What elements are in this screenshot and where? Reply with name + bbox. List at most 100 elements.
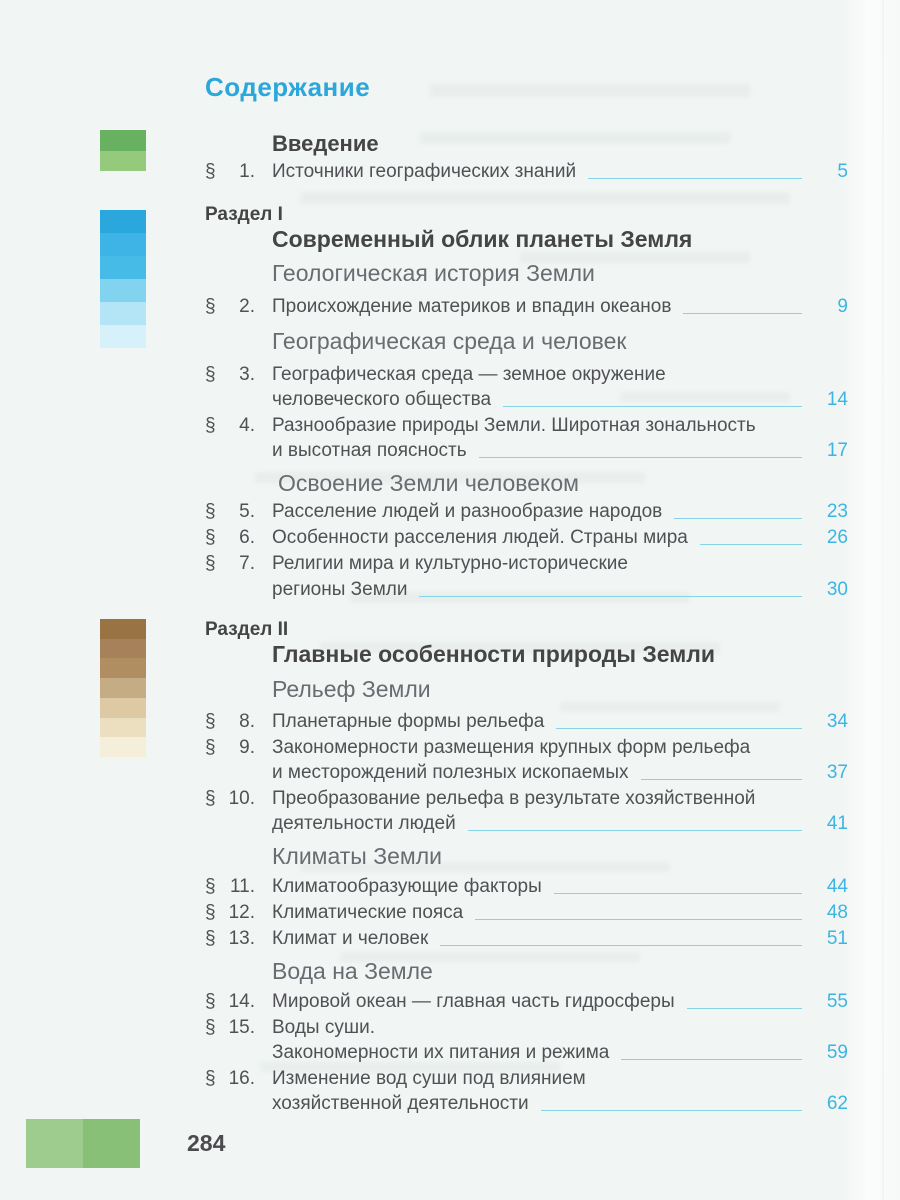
entry-title: Изменение вод суши под влиянием	[272, 1068, 586, 1089]
entry-title: Воды суши.	[272, 1017, 375, 1038]
section-mark: §	[205, 296, 216, 317]
toc-entry-14: § 14. Мировой океан — главная часть гидр…	[205, 989, 848, 1015]
toc-entry-4: § 4. Разнообразие природы Земли. Широтна…	[205, 413, 848, 439]
leader-line	[503, 406, 802, 407]
entry-title: Климат и человек	[272, 928, 429, 949]
page-showthrough	[520, 252, 750, 263]
toc-group-header: Геологическая история Земли	[272, 260, 595, 286]
swatch-band	[100, 678, 146, 698]
leader-line	[440, 945, 802, 946]
entry-page: 37	[826, 762, 848, 783]
entry-number: 6.	[239, 527, 255, 548]
entry-number: 1.	[239, 161, 255, 182]
toc-entry-6: § 6. Особенности расселения людей. Стран…	[205, 525, 848, 551]
entry-title: Климатообразующие факторы	[272, 876, 542, 897]
toc-entry-1: § 1. Источники географических знаний 5	[205, 159, 848, 185]
leader-line	[621, 1059, 802, 1060]
entry-title-line2: человеческого общества	[272, 389, 492, 410]
page-showthrough	[300, 192, 790, 204]
entry-number: 15.	[228, 1017, 255, 1038]
entry-title: Закономерности размещения крупных форм р…	[272, 737, 751, 758]
page-showthrough	[350, 592, 690, 603]
page-corner-swatch	[26, 1119, 140, 1168]
section-mark: §	[205, 364, 216, 385]
entry-page: 51	[826, 928, 848, 949]
toc-group-header: Географическая среда и человек	[272, 328, 627, 354]
section-mark: §	[205, 991, 216, 1012]
toc-group-header: Освоение Земли человеком	[278, 470, 579, 496]
swatch-band	[26, 1119, 83, 1168]
toc-intro-header: Введение	[272, 131, 379, 156]
toc-entry-3-cont: человеческого общества 14	[205, 387, 848, 413]
page-showthrough	[255, 472, 645, 483]
entry-title-line2: хозяйственной деятельности	[272, 1093, 529, 1114]
toc-entry-4-cont: и высотная поясность 17	[205, 438, 848, 464]
section-mark: §	[205, 527, 216, 548]
section-mark: §	[205, 737, 216, 758]
page-edge-highlight	[842, 0, 900, 1200]
entry-number: 5.	[239, 501, 255, 522]
toc-entry-7: § 7. Религии мира и культурно-историческ…	[205, 551, 848, 577]
page-edge-crease	[882, 0, 884, 1200]
swatch-band	[100, 658, 146, 679]
swatch-band	[100, 150, 146, 171]
color-swatch-part1	[100, 210, 146, 348]
section-mark: §	[205, 928, 216, 949]
entry-title-line2: и месторождений полезных ископаемых	[272, 762, 629, 783]
swatch-band	[100, 697, 146, 718]
entry-page: 34	[826, 711, 848, 732]
swatch-band	[100, 325, 146, 348]
entry-page: 41	[826, 813, 848, 834]
toc-entry-9-cont: и месторождений полезных ископаемых 37	[205, 760, 848, 786]
entry-number: 14.	[228, 991, 255, 1012]
section-mark: §	[205, 415, 216, 436]
leader-line	[640, 779, 802, 780]
color-swatch-intro	[100, 130, 146, 171]
entry-title-line2: деятельности людей	[272, 813, 456, 834]
entry-page: 14	[826, 389, 848, 410]
toc-entry-15-cont: Закономерности их питания и режима 59	[205, 1040, 848, 1066]
swatch-band	[100, 638, 146, 659]
page-showthrough	[300, 862, 670, 872]
toc-group-header: Климаты Земли	[272, 843, 442, 869]
toc-entry-16: § 16. Изменение вод суши под влиянием	[205, 1066, 848, 1092]
leader-line	[540, 1110, 802, 1111]
swatch-band	[100, 130, 146, 151]
leader-line	[674, 518, 802, 519]
entry-page: 5	[837, 161, 848, 182]
entry-title: Происхождение материков и впадин океанов	[272, 296, 672, 317]
toc-group-header: Вода на Земле	[272, 958, 433, 984]
page-title: Содержание	[205, 72, 371, 102]
entry-number: 9.	[239, 737, 255, 758]
swatch-band	[100, 256, 146, 279]
swatch-band	[83, 1119, 140, 1168]
entry-title-line2: регионы Земли	[272, 579, 408, 600]
toc-entry-13: § 13. Климат и человек 51	[205, 926, 848, 952]
leader-line	[683, 313, 802, 314]
leader-line	[467, 830, 802, 831]
leader-line	[478, 457, 802, 458]
leader-line	[553, 893, 802, 894]
entry-number: 10.	[228, 788, 255, 809]
leader-line	[556, 728, 802, 729]
entry-title: Преобразование рельефа в результате хозя…	[272, 788, 756, 809]
toc-part2-label: Раздел II	[205, 619, 289, 640]
swatch-band	[100, 210, 146, 233]
entry-page: 9	[837, 296, 848, 317]
toc-entry-11: § 11. Климатообразующие факторы 44	[205, 874, 848, 900]
section-mark: §	[205, 553, 216, 574]
toc-entry-10-cont: деятельности людей 41	[205, 811, 848, 837]
swatch-band	[100, 233, 146, 256]
entry-number: 8.	[239, 711, 255, 732]
entry-page: 23	[826, 501, 848, 522]
section-mark: §	[205, 501, 216, 522]
entry-number: 13.	[228, 928, 255, 949]
entry-page: 55	[826, 991, 848, 1012]
page-showthrough	[620, 392, 790, 402]
entry-page: 17	[826, 440, 848, 461]
section-mark: §	[205, 902, 216, 923]
toc-entry-7-cont: регионы Земли 30	[205, 577, 848, 603]
entry-title: Географическая среда — земное окружение	[272, 364, 666, 385]
color-swatch-part2	[100, 619, 146, 758]
